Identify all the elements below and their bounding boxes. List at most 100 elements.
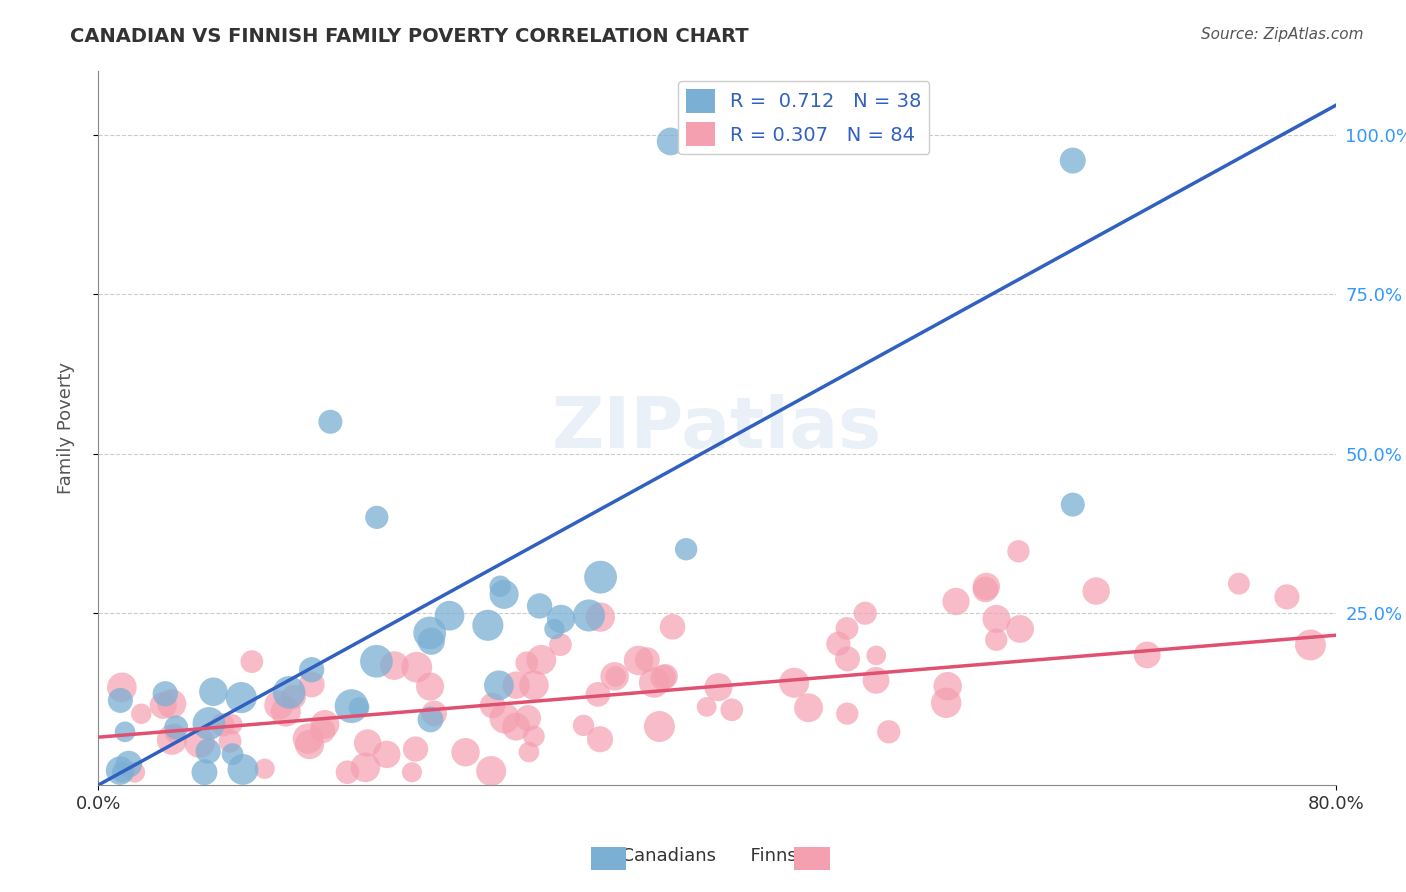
- Point: [1007, 544, 1029, 558]
- Point: [517, 745, 540, 759]
- Point: [605, 669, 627, 683]
- Point: [319, 415, 342, 429]
- Point: [523, 678, 546, 692]
- Point: [1227, 576, 1250, 591]
- Point: [111, 681, 134, 695]
- Point: [720, 703, 742, 717]
- Point: [550, 638, 572, 652]
- Point: [654, 669, 676, 683]
- Point: [163, 726, 186, 740]
- Point: [1085, 584, 1108, 599]
- Point: [675, 542, 697, 557]
- Point: [603, 669, 626, 683]
- Point: [419, 712, 441, 726]
- Point: [589, 570, 612, 584]
- Point: [419, 626, 441, 640]
- Point: [589, 610, 612, 624]
- Point: [636, 653, 658, 667]
- Point: [661, 620, 683, 634]
- Point: [301, 677, 323, 691]
- Point: [366, 654, 388, 668]
- Point: [375, 747, 398, 762]
- Point: [274, 705, 297, 719]
- Point: [974, 582, 997, 597]
- Point: [165, 721, 187, 735]
- Point: [936, 679, 959, 693]
- Point: [198, 716, 221, 731]
- Point: [1008, 622, 1031, 636]
- Point: [986, 612, 1008, 626]
- Point: [356, 736, 378, 750]
- Point: [221, 747, 243, 761]
- Text: ZIPatlas: ZIPatlas: [553, 393, 882, 463]
- Point: [783, 675, 806, 690]
- Point: [118, 757, 141, 772]
- Point: [384, 658, 406, 673]
- Point: [488, 678, 510, 692]
- Point: [454, 745, 477, 759]
- Point: [419, 680, 441, 694]
- Point: [707, 680, 730, 694]
- Point: [835, 622, 858, 636]
- Point: [530, 653, 553, 667]
- Point: [114, 724, 136, 739]
- Point: [366, 510, 388, 524]
- Point: [283, 690, 305, 704]
- Point: [1299, 638, 1322, 652]
- Point: [652, 671, 675, 685]
- Point: [401, 765, 423, 780]
- Point: [347, 700, 370, 714]
- Point: [837, 706, 859, 721]
- Point: [278, 685, 301, 699]
- Point: [312, 723, 335, 738]
- Point: [111, 765, 134, 780]
- Point: [197, 744, 219, 758]
- Point: [193, 765, 215, 780]
- Point: [231, 690, 253, 705]
- Point: [935, 696, 957, 710]
- Point: [797, 700, 820, 714]
- Point: [505, 720, 527, 734]
- Point: [188, 735, 211, 749]
- Point: [1136, 648, 1159, 662]
- Text: Canadians      Finns: Canadians Finns: [610, 847, 796, 865]
- Point: [439, 608, 461, 623]
- Point: [155, 687, 177, 701]
- Text: Source: ZipAtlas.com: Source: ZipAtlas.com: [1201, 27, 1364, 42]
- Point: [648, 719, 671, 733]
- Point: [211, 718, 233, 732]
- Point: [550, 612, 572, 626]
- Point: [865, 673, 887, 688]
- Point: [298, 738, 321, 752]
- Point: [586, 687, 609, 701]
- Y-axis label: Family Poverty: Family Poverty: [56, 362, 75, 494]
- Point: [986, 632, 1008, 647]
- Point: [477, 618, 499, 632]
- Point: [572, 718, 595, 732]
- Point: [129, 706, 152, 721]
- Point: [494, 711, 516, 725]
- Point: [877, 724, 900, 739]
- Point: [976, 579, 998, 593]
- Point: [643, 675, 665, 690]
- Point: [354, 760, 377, 774]
- Point: [543, 622, 565, 636]
- Point: [481, 698, 503, 713]
- Point: [221, 717, 243, 731]
- Legend: R =  0.712   N = 38, R = 0.307   N = 84: R = 0.712 N = 38, R = 0.307 N = 84: [678, 81, 929, 153]
- Point: [837, 652, 859, 666]
- Point: [589, 732, 612, 747]
- Point: [516, 656, 538, 670]
- Point: [301, 663, 323, 677]
- Point: [405, 660, 427, 674]
- Point: [336, 765, 359, 780]
- Point: [160, 697, 183, 711]
- Point: [253, 762, 276, 776]
- Point: [853, 606, 876, 620]
- Point: [240, 655, 263, 669]
- Point: [529, 599, 551, 613]
- Point: [108, 764, 131, 778]
- Point: [314, 717, 336, 731]
- Point: [297, 731, 319, 746]
- Point: [523, 729, 546, 743]
